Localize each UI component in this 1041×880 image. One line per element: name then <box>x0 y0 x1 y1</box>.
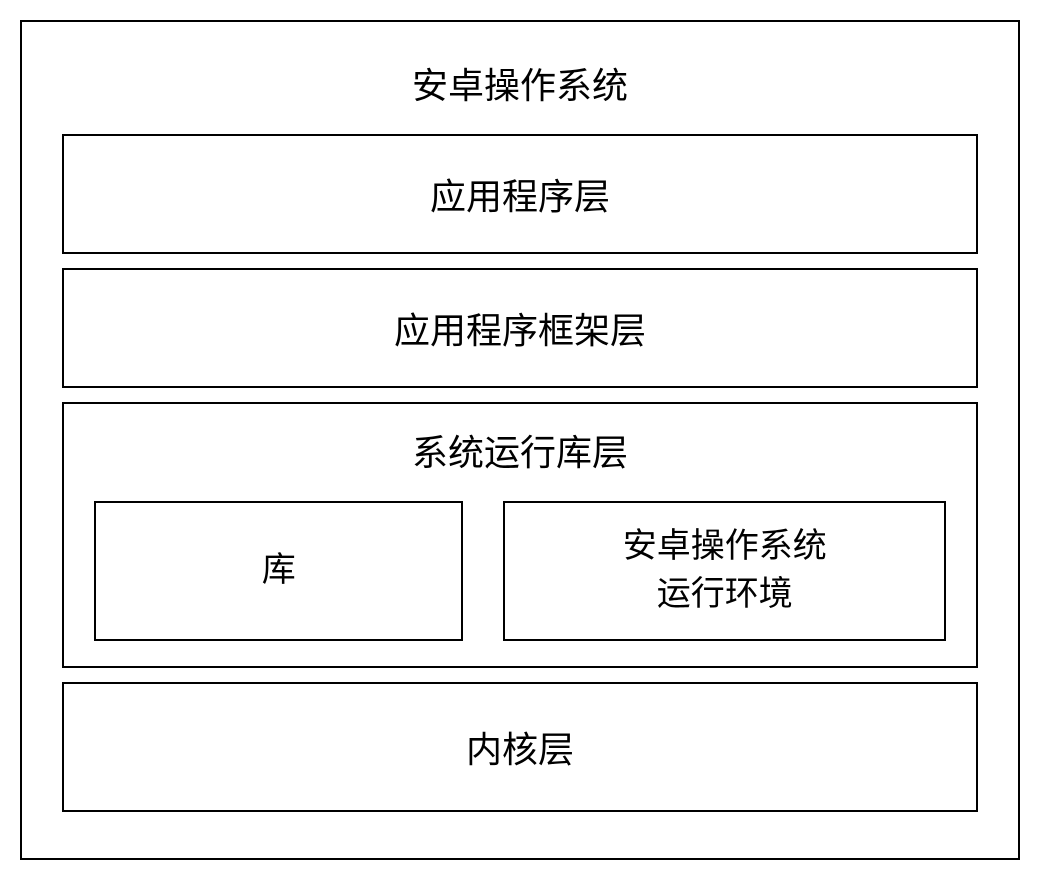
android-runtime-box: 安卓操作系统运行环境 <box>503 501 946 641</box>
application-layer: 应用程序层 <box>62 134 978 254</box>
libraries-box: 库 <box>94 501 463 641</box>
kernel-layer-label: 内核层 <box>466 721 574 773</box>
diagram-title: 安卓操作系统 <box>62 42 978 134</box>
runtime-layer: 系统运行库层 库 安卓操作系统运行环境 <box>62 402 978 668</box>
runtime-sub-row: 库 安卓操作系统运行环境 <box>94 501 946 641</box>
libraries-label: 库 <box>262 547 296 595</box>
framework-layer-label: 应用程序框架层 <box>394 302 646 354</box>
architecture-diagram: 安卓操作系统 应用程序层 应用程序框架层 系统运行库层 库 安卓操作系统运行环境… <box>20 20 1020 860</box>
application-layer-label: 应用程序层 <box>430 168 610 220</box>
android-runtime-label: 安卓操作系统运行环境 <box>623 523 827 618</box>
framework-layer: 应用程序框架层 <box>62 268 978 388</box>
runtime-layer-label: 系统运行库层 <box>412 424 628 476</box>
kernel-layer: 内核层 <box>62 682 978 812</box>
